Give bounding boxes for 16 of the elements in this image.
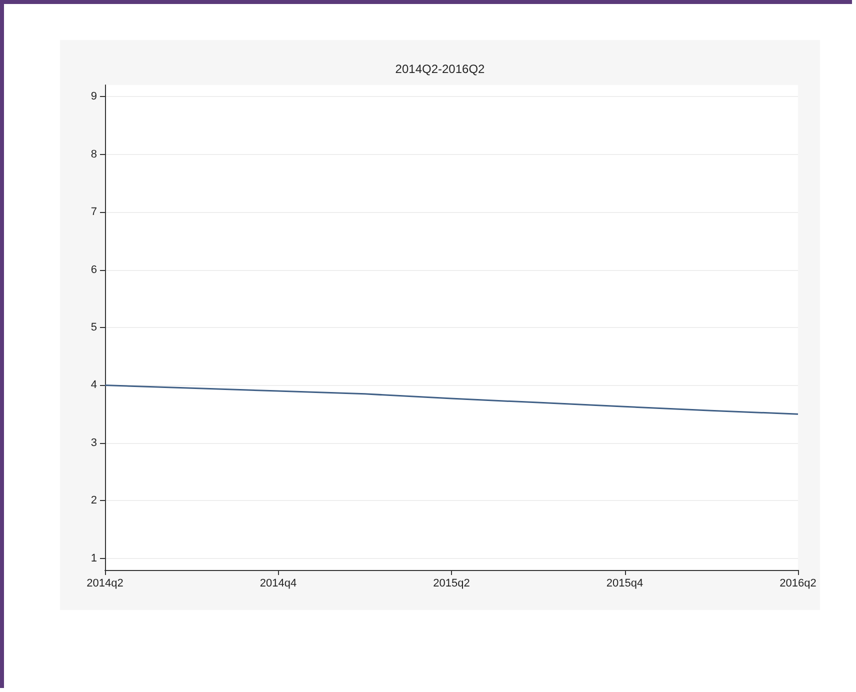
y-tick-label: 6: [90, 264, 97, 276]
line-series: [104, 384, 799, 415]
y-tick-label: 4: [90, 379, 97, 392]
y-tick-label: 7: [90, 206, 97, 218]
y-tick-label: 5: [90, 322, 97, 334]
y-tick-label: 2: [90, 494, 97, 507]
chart-title: 2014Q2-2016Q2: [395, 62, 486, 76]
x-tick-label: 2015q4: [606, 578, 644, 590]
x-tick-label: 2014q4: [260, 578, 297, 590]
x-tick-label: 2014q2: [86, 578, 124, 590]
y-tick-label: 3: [90, 436, 97, 449]
y-tick-label: 9: [90, 90, 97, 103]
x-tick-label: 2015q2: [433, 578, 470, 590]
x-tick-label: 2016q2: [780, 578, 816, 590]
y-tick-label: 1: [90, 552, 97, 564]
y-tick-label: 8: [90, 148, 97, 160]
